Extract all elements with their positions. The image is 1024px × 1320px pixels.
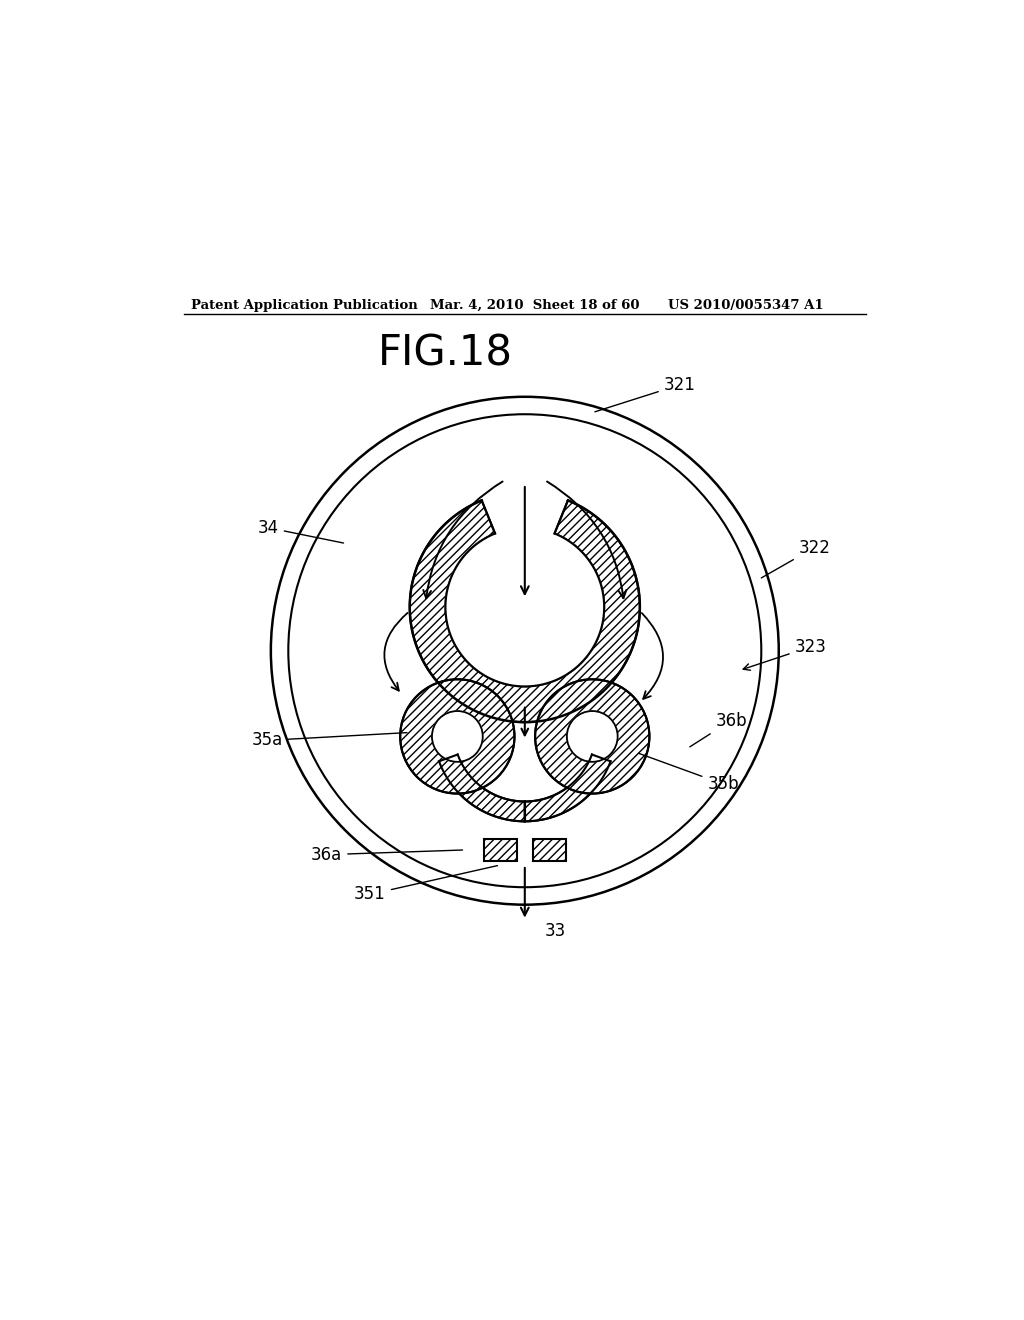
Wedge shape bbox=[410, 500, 640, 722]
Circle shape bbox=[567, 711, 617, 762]
Circle shape bbox=[445, 528, 604, 686]
Text: Patent Application Publication: Patent Application Publication bbox=[191, 300, 418, 312]
Circle shape bbox=[400, 680, 514, 793]
Text: FIG.18: FIG.18 bbox=[378, 333, 513, 374]
Circle shape bbox=[289, 414, 761, 887]
Text: 36b: 36b bbox=[690, 711, 746, 747]
Text: 36a: 36a bbox=[311, 846, 463, 863]
Text: 351: 351 bbox=[354, 866, 498, 903]
Circle shape bbox=[454, 659, 596, 801]
Text: 33: 33 bbox=[545, 921, 566, 940]
Text: 35b: 35b bbox=[639, 754, 739, 793]
Text: Mar. 4, 2010  Sheet 18 of 60: Mar. 4, 2010 Sheet 18 of 60 bbox=[430, 300, 639, 312]
Text: 34: 34 bbox=[258, 519, 343, 543]
Wedge shape bbox=[439, 755, 524, 821]
Wedge shape bbox=[524, 755, 610, 821]
Text: 322: 322 bbox=[761, 539, 830, 578]
Circle shape bbox=[432, 711, 482, 762]
Bar bbox=[483, 838, 517, 861]
Text: 35a: 35a bbox=[252, 731, 407, 750]
Text: US 2010/0055347 A1: US 2010/0055347 A1 bbox=[668, 300, 823, 312]
Text: 323: 323 bbox=[743, 638, 826, 671]
Bar bbox=[532, 838, 566, 861]
Text: 321: 321 bbox=[595, 376, 695, 412]
Circle shape bbox=[536, 680, 649, 793]
Circle shape bbox=[270, 397, 778, 904]
